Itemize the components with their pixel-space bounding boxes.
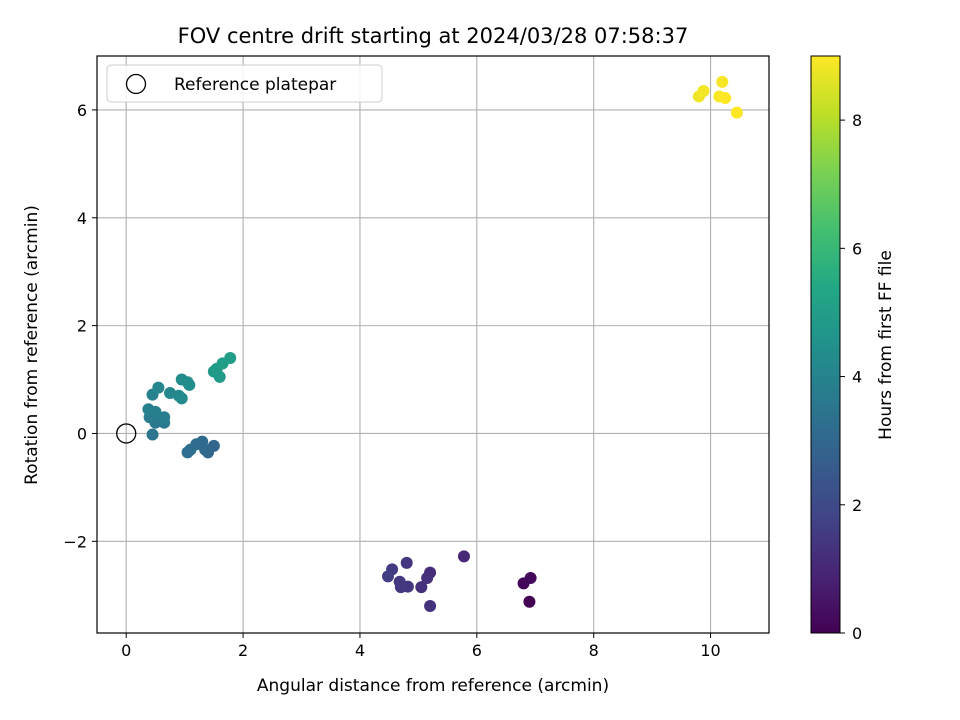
data-point — [716, 75, 729, 88]
data-point — [142, 403, 155, 416]
colorbar-tick-label: 2 — [852, 496, 862, 515]
y-tick-label: −2 — [63, 532, 87, 551]
data-point — [181, 446, 194, 459]
colorbar-label: Hours from first FF file — [876, 250, 896, 440]
data-point — [730, 106, 743, 119]
legend-entry-reference: Reference platepar — [174, 75, 336, 95]
colorbar-tick-label: 6 — [852, 239, 862, 258]
chart-title: FOV centre drift starting at 2024/03/28 … — [178, 24, 689, 48]
y-tick-label: 4 — [77, 209, 87, 228]
data-point — [158, 411, 171, 424]
x-tick-label: 4 — [355, 641, 365, 660]
plot-frame — [96, 55, 770, 634]
y-tick-label: 2 — [77, 317, 87, 336]
colorbar-tick-label: 8 — [852, 111, 862, 130]
data-point — [224, 351, 237, 364]
colorbar-tick-label: 4 — [852, 368, 862, 387]
data-point — [382, 570, 395, 583]
colorbar: 0 2 4 6 8 Hours from first FF file — [810, 55, 896, 643]
data-point — [175, 392, 188, 405]
reference-marker-group — [116, 423, 137, 444]
legend-reference-marker — [125, 73, 147, 95]
x-tick-label: 6 — [472, 641, 482, 660]
data-point — [394, 581, 407, 594]
colorbar-gradient — [810, 55, 841, 634]
data-point — [697, 85, 710, 98]
x-tick-label: 10 — [700, 641, 720, 660]
data-point — [183, 378, 196, 391]
data-point — [415, 581, 428, 594]
data-point — [146, 428, 159, 441]
colorbar-ticks: 0 2 4 6 8 — [840, 111, 862, 643]
data-point — [524, 571, 537, 584]
data-point — [400, 556, 413, 569]
x-tick-label: 8 — [589, 641, 599, 660]
data-points — [142, 75, 743, 613]
axis-ticks: 0 2 4 6 8 10 −2 0 2 4 6 — [63, 101, 720, 660]
x-tick-label: 0 — [121, 641, 131, 660]
y-axis-label: Rotation from reference (arcmin) — [22, 205, 42, 485]
grid — [97, 56, 769, 633]
colorbar-tick-label: 0 — [852, 624, 862, 643]
x-axis-label: Angular distance from reference (arcmin) — [257, 676, 609, 696]
data-point — [523, 595, 536, 608]
x-tick-label: 2 — [238, 641, 248, 660]
legend-box — [106, 64, 383, 103]
y-tick-label: 0 — [77, 424, 87, 443]
data-point — [421, 571, 434, 584]
data-point — [457, 550, 470, 563]
y-tick-label: 6 — [77, 101, 87, 120]
reference-platepar-marker — [116, 423, 137, 444]
legend: Reference platepar — [106, 64, 383, 103]
data-point — [719, 92, 732, 105]
data-point — [152, 381, 165, 394]
data-point — [424, 600, 437, 613]
